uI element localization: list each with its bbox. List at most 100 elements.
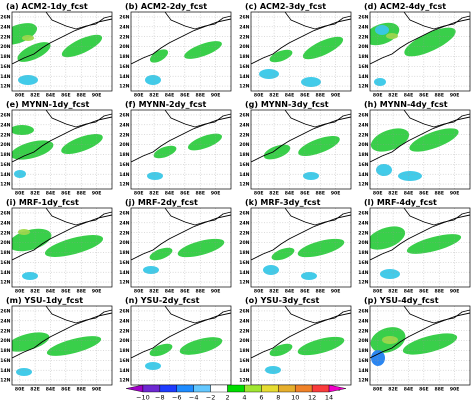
map-frame [250,11,352,92]
y-tick-label: 22N [119,34,129,40]
y-tick-label: 22N [358,132,368,138]
coastline [131,116,231,163]
colorbar-tick-label: 12 [308,394,316,402]
y-tick-label: 20N [358,142,368,148]
map-field [370,208,470,287]
coastline [251,116,351,163]
y-tick-label: 24N [239,220,249,226]
colorbar-tick-label: −10 [136,394,150,402]
y-tick-label: 14N [119,74,129,80]
map-field [370,306,470,385]
positive-bias-area [12,332,50,352]
x-tick-label: 90E [92,93,102,99]
x-tick-label: 82E [30,289,40,295]
y-tick-label: 14N [358,74,368,80]
y-tick-label: 18N [239,152,249,158]
y-tick-label: 12N [358,182,368,188]
y-tick-label: 14N [0,172,10,178]
x-tick-label: 80E [15,191,25,197]
y-tick-label: 24N [358,220,368,226]
x-tick-label: 88E [195,93,205,99]
positive-bias-area [297,238,345,258]
y-tick-label: 26N [239,15,249,21]
x-tick-label: 82E [149,93,159,99]
y-tick-label: 20N [358,338,368,344]
x-tick-label: 84E [46,387,56,393]
y-tick-label: 16N [358,358,368,364]
map-field [251,208,351,287]
positive-bias-area [302,36,344,60]
negative-bias-area [259,69,279,79]
x-tick-label: 80E [134,289,144,295]
y-tick-label: 16N [0,358,10,364]
colorbar-tick-label: 8 [276,394,280,402]
y-tick-label: 16N [358,260,368,266]
x-tick-label: 90E [331,289,341,295]
y-tick-label: 16N [119,64,129,70]
positive-bias-area [298,136,340,156]
y-tick-label: 24N [119,318,129,324]
panels-layer: (a) ACM2-1dy_fcst 26N 24N 22N 20N 18N 16N 14N 12… [0,2,471,393]
y-tick-label: 16N [119,260,129,266]
x-tick-label: 82E [388,191,398,197]
x-tick-label: 88E [434,93,444,99]
y-tick-label: 24N [0,24,10,30]
y-tick-label: 26N [0,113,10,119]
x-tick-label: 88E [434,289,444,295]
y-tick-label: 20N [239,240,249,246]
y-tick-label: 12N [358,84,368,90]
positive-bias-area [297,336,345,356]
x-tick-label: 86E [180,289,190,295]
x-tick-label: 90E [450,93,460,99]
x-tick-label: 80E [373,191,383,197]
y-tick-label: 24N [0,122,10,128]
positive-bias-area [409,128,459,152]
y-tick-label: 20N [0,142,10,148]
y-tick-label: 12N [0,182,10,188]
country-border [403,110,470,128]
x-tick-label: 82E [149,289,159,295]
y-tick-label: 26N [358,113,368,119]
country-border [164,208,231,226]
y-tick-label: 12N [119,280,129,286]
panel-title: (n) YSU-2dy_fcst [125,296,200,305]
country-border [284,306,351,324]
positive-bias-area [179,337,223,355]
y-tick-label: 22N [119,132,129,138]
negative-bias-area [371,350,385,366]
coastline [370,214,470,261]
map-frame [11,305,113,386]
panel-title: (j) MRF-2dy_fcst [125,198,198,207]
x-tick-label: 86E [300,191,310,197]
panel-title: (d) ACM2-4dy_fcst [364,2,446,11]
x-tick-label: 84E [285,191,295,197]
coastline [370,18,470,65]
y-tick-label: 20N [239,44,249,50]
y-tick-label: 14N [0,368,10,374]
y-tick-label: 14N [358,172,368,178]
y-tick-label: 24N [239,24,249,30]
y-tick-label: 18N [119,152,129,158]
y-tick-label: 26N [0,309,10,315]
x-tick-label: 90E [92,387,102,393]
x-tick-label: 90E [211,289,221,295]
map-field [12,306,112,385]
y-tick-label: 18N [119,348,129,354]
map-field [131,208,231,287]
map-frame [250,207,352,288]
coastline [12,116,112,163]
y-tick-label: 22N [358,328,368,334]
y-tick-label: 24N [239,122,249,128]
y-tick-label: 26N [119,309,129,315]
coastline [131,312,231,359]
y-tick-label: 18N [239,348,249,354]
y-tick-label: 24N [358,122,368,128]
x-tick-label: 86E [419,93,429,99]
map-frame [11,11,113,92]
y-tick-label: 22N [239,132,249,138]
x-tick-label: 84E [404,289,414,295]
x-tick-label: 90E [331,191,341,197]
panel-title: (g) MYNN-3dy_fcst [245,100,329,109]
colorbar-swatch [328,384,347,393]
y-tick-label: 22N [239,328,249,334]
